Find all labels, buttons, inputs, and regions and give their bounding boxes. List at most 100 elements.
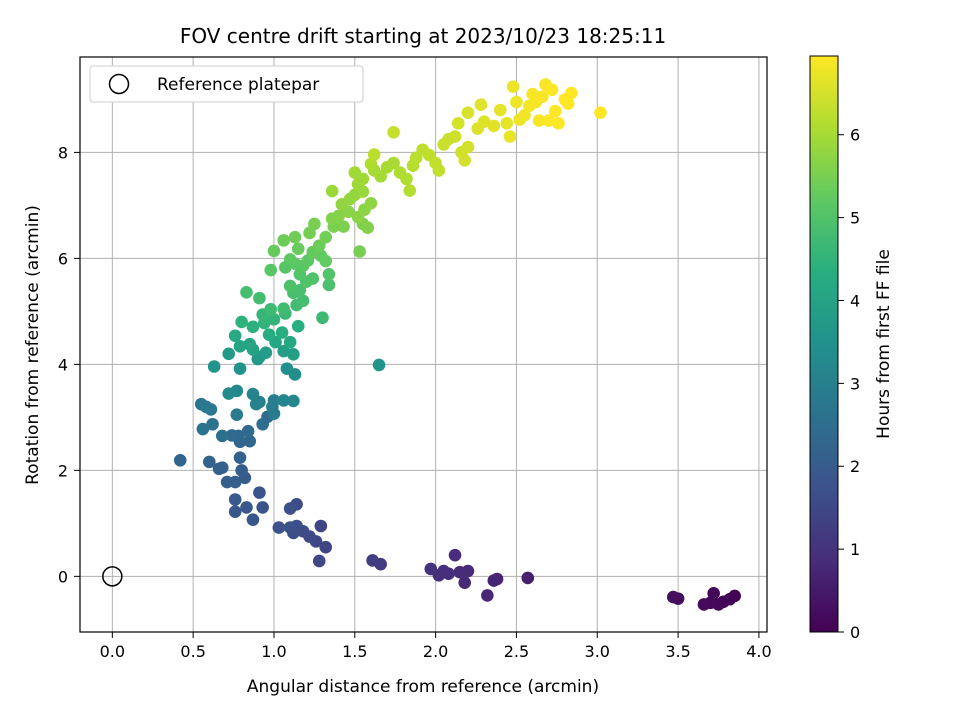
x-tick-label: 4.0: [746, 642, 771, 661]
data-point: [283, 253, 297, 266]
y-tick-label: 0: [58, 567, 68, 586]
data-point: [518, 108, 531, 122]
legend-reference-label: Reference platepar: [157, 75, 319, 95]
data-point: [316, 311, 329, 325]
data-point: [448, 130, 462, 143]
data-point: [306, 272, 320, 285]
data-point: [461, 140, 475, 154]
data-point: [233, 340, 247, 353]
colorbar-label: Hours from first FF file: [874, 249, 894, 439]
y-tick-label: 4: [58, 355, 68, 374]
data-point: [451, 116, 465, 130]
plot-frame: [79, 56, 768, 633]
data-point: [222, 387, 236, 400]
x-tick-label: 0.0: [100, 642, 125, 661]
data-point: [228, 493, 242, 506]
data-point: [283, 521, 297, 534]
chart-title: FOV centre drift starting at 2023/10/23 …: [180, 24, 666, 48]
data-point: [291, 242, 305, 256]
x-tick-label: 2.0: [423, 642, 448, 661]
x-tick-label: 1.0: [261, 642, 286, 661]
data-point: [506, 80, 520, 93]
data-point: [204, 403, 218, 416]
reference-marker: [102, 566, 123, 587]
x-tick-label: 3.0: [585, 642, 610, 661]
data-point: [272, 521, 286, 534]
data-point: [287, 394, 300, 408]
colorbar: 0 1 2 3 4 5 6 Hours from first FF file: [809, 55, 894, 642]
data-point: [291, 319, 305, 333]
data-point: [552, 116, 565, 130]
data-point: [283, 502, 297, 515]
y-axis-ticks: 0 2 4 6 8: [58, 143, 80, 586]
data-point: [277, 234, 290, 247]
data-point: [267, 394, 281, 407]
data-point: [322, 278, 336, 292]
legend: Reference platepar: [89, 65, 364, 103]
data-point: [267, 244, 281, 258]
data-point: [487, 119, 501, 133]
x-axis-ticks: 0.0 0.5 1.0 1.5 2.0 2.5 3.0 3.5 4.0: [100, 632, 772, 661]
data-point: [253, 486, 266, 499]
data-point: [348, 166, 362, 179]
data-point: [262, 328, 276, 341]
colorbar-tick-label: 1: [850, 540, 860, 559]
x-axis-label: Angular distance from reference (arcmin): [247, 677, 599, 697]
data-point: [256, 501, 269, 514]
colorbar-tick-label: 5: [850, 209, 860, 228]
data-point: [220, 475, 234, 489]
data-point: [240, 285, 253, 299]
data-point: [235, 464, 248, 477]
colorbar-tick-label: 6: [850, 126, 860, 145]
data-point: [366, 554, 379, 567]
data-point: [312, 554, 326, 568]
legend-reference-marker: [108, 73, 130, 95]
y-tick-label: 8: [58, 143, 68, 162]
data-point: [283, 279, 297, 293]
data-point: [424, 562, 438, 576]
data-point: [203, 455, 216, 469]
data-point: [228, 329, 242, 343]
data-point: [487, 574, 501, 587]
data-point: [222, 347, 236, 361]
data-points: [173, 78, 741, 611]
y-tick-label: 6: [58, 249, 68, 268]
data-point: [277, 344, 290, 358]
data-point: [332, 209, 345, 223]
data-point: [280, 362, 294, 375]
data-point: [264, 263, 278, 277]
data-point: [225, 429, 239, 442]
data-point: [277, 302, 290, 316]
data-point: [319, 230, 333, 244]
data-point: [228, 505, 242, 519]
data-point: [367, 148, 381, 161]
colorbar-ticks: 0 1 2 3 4 5 6: [838, 126, 860, 642]
data-point: [314, 519, 328, 533]
data-point: [256, 417, 269, 431]
data-point: [510, 95, 523, 109]
data-point: [461, 106, 475, 119]
data-point: [448, 548, 462, 562]
data-point: [246, 387, 260, 401]
y-tick-label: 2: [58, 461, 68, 480]
data-point: [287, 348, 300, 361]
data-point: [548, 104, 562, 118]
data-point: [240, 501, 253, 514]
data-point: [697, 598, 711, 611]
reference-point: [102, 566, 123, 587]
x-tick-label: 2.5: [504, 642, 529, 661]
data-point: [215, 429, 229, 443]
data-point: [361, 221, 375, 234]
data-point: [493, 103, 507, 117]
data-point: [453, 565, 467, 579]
data-point: [429, 156, 442, 170]
data-point: [233, 451, 247, 464]
data-point: [207, 360, 221, 373]
x-tick-label: 3.5: [665, 642, 690, 661]
data-point: [474, 98, 488, 111]
data-point: [500, 116, 514, 130]
data-point: [387, 125, 400, 139]
data-point: [325, 184, 339, 198]
data-point: [707, 587, 720, 600]
